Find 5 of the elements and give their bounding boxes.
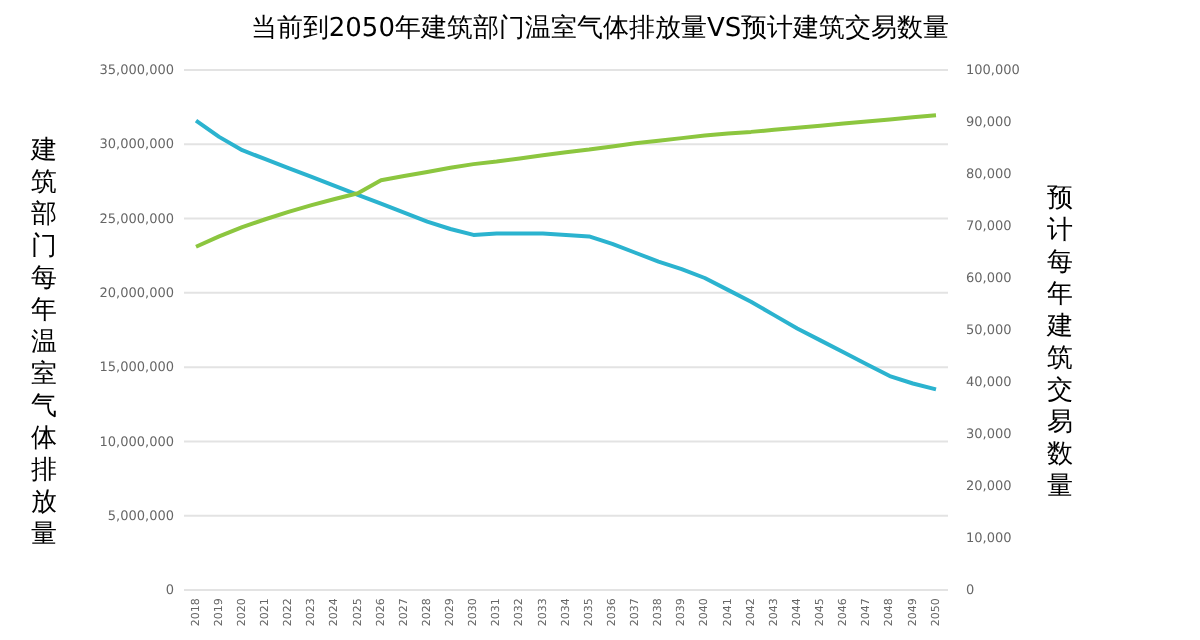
text: 预计每年建筑交易数量 bbox=[1047, 184, 1073, 502]
line-series bbox=[194, 118, 938, 392]
chart-title: 当前到2050年建筑部门温室气体排放量VS预计建筑交易数量 bbox=[250, 12, 950, 44]
text: 建筑部门每年温室气体排放量 bbox=[31, 136, 57, 550]
line-series bbox=[194, 113, 938, 249]
